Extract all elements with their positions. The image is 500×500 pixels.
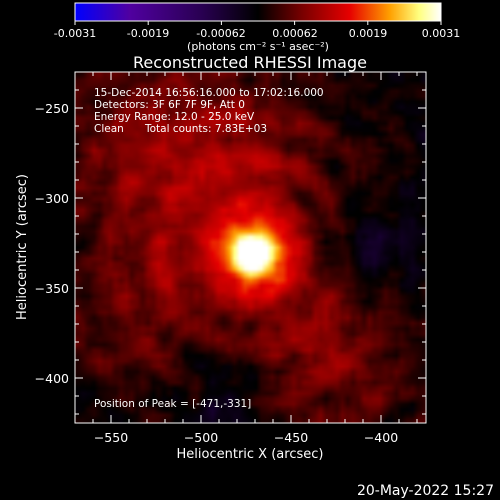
chart-title: Reconstructed RHESSI Image	[133, 53, 367, 72]
x-tick-label: −400	[364, 430, 398, 445]
plot-area: −550 −500 −450 −400 −250 −300 −350 −400	[35, 71, 427, 445]
peak-position: Position of Peak = [-471,-331]	[94, 398, 251, 410]
x-tick-label: −500	[184, 430, 218, 445]
x-axis-title: Heliocentric X (arcsec)	[177, 447, 324, 462]
algorithm: Clean	[94, 123, 124, 135]
y-tick-label: −400	[35, 371, 69, 386]
colorbar-tick-label: 0.0031	[422, 27, 461, 40]
axis-tick-labels: −550 −500 −450 −400 −250 −300 −350 −400	[35, 101, 399, 445]
colorbar-tick-label: 0.0019	[349, 27, 388, 40]
detectors: Detectors: 3F 6F 7F 9F, Att 0	[94, 99, 245, 111]
time-range: 15-Dec-2014 16:56:16.000 to 17:02:16.000	[94, 87, 324, 99]
colorbar-tick-label: -0.0019	[127, 27, 169, 40]
colorbar-ticks	[74, 21, 442, 25]
colorbar-units: (photons cm⁻² s⁻¹ asec⁻²)	[187, 40, 329, 53]
colorbar-tick-label: -0.00062	[196, 27, 245, 40]
x-tick-label: −450	[274, 430, 308, 445]
colorbar: -0.0031 -0.0019 -0.00062 0.00062 0.0019 …	[54, 2, 461, 53]
total-counts: Total counts: 7.83E+03	[144, 123, 267, 135]
y-tick-label: −350	[35, 281, 69, 296]
colorbar-gradient	[74, 2, 442, 22]
colorbar-tick-label: 0.00062	[272, 27, 318, 40]
heatmap-image	[75, 72, 426, 423]
axis-ticks	[74, 71, 426, 423]
y-tick-label: −300	[35, 191, 69, 206]
footer-date: 20-May-2022 15:27	[357, 483, 494, 499]
energy-range: Energy Range: 12.0 - 25.0 keV	[94, 111, 255, 123]
colorbar-tick-label: -0.0031	[54, 27, 96, 40]
y-axis-title: Heliocentric Y (arcsec)	[15, 174, 30, 320]
x-tick-label: −550	[94, 430, 128, 445]
info-block: 15-Dec-2014 16:56:16.000 to 17:02:16.000…	[94, 87, 324, 410]
plot-frame	[74, 71, 427, 424]
y-tick-label: −250	[35, 101, 69, 116]
